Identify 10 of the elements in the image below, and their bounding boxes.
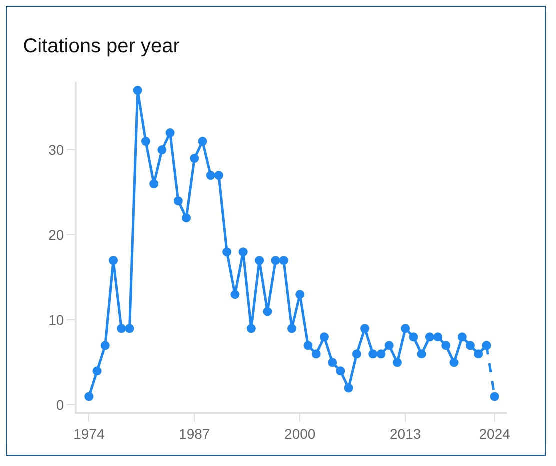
y-tick-label: 20 [48,226,64,243]
y-tick-label: 10 [48,312,64,328]
y-tick-label: 30 [48,142,64,158]
y-tick-label: 0 [56,397,64,414]
x-tick-label: 1974 [74,426,105,442]
chart-title: Citations per year [23,36,180,58]
x-tick-label: 2024 [479,426,511,442]
x-tick-label: 2013 [390,426,422,442]
x-tick-label: 1987 [179,426,210,442]
x-tick-label: 2000 [284,426,316,442]
